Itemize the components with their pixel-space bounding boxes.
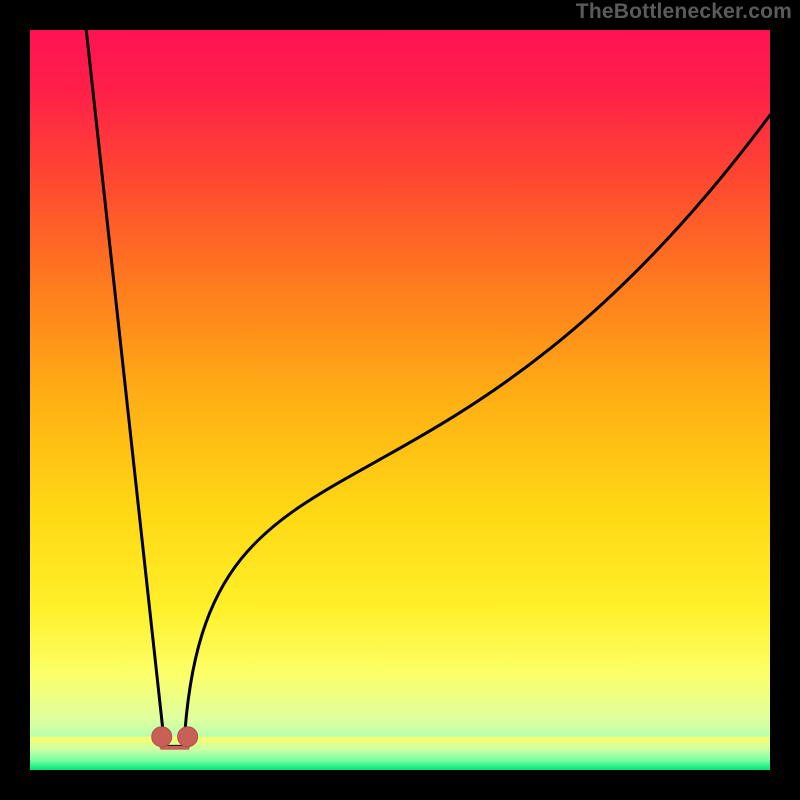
chart-frame: TheBottlenecker.com — [0, 0, 800, 800]
green-band — [30, 737, 770, 770]
marker-right — [178, 727, 198, 747]
watermark-text: TheBottlenecker.com — [576, 0, 792, 24]
marker-left — [152, 727, 172, 747]
chart-svg — [30, 30, 770, 770]
gradient-background — [30, 30, 770, 770]
plot-area — [30, 30, 770, 770]
